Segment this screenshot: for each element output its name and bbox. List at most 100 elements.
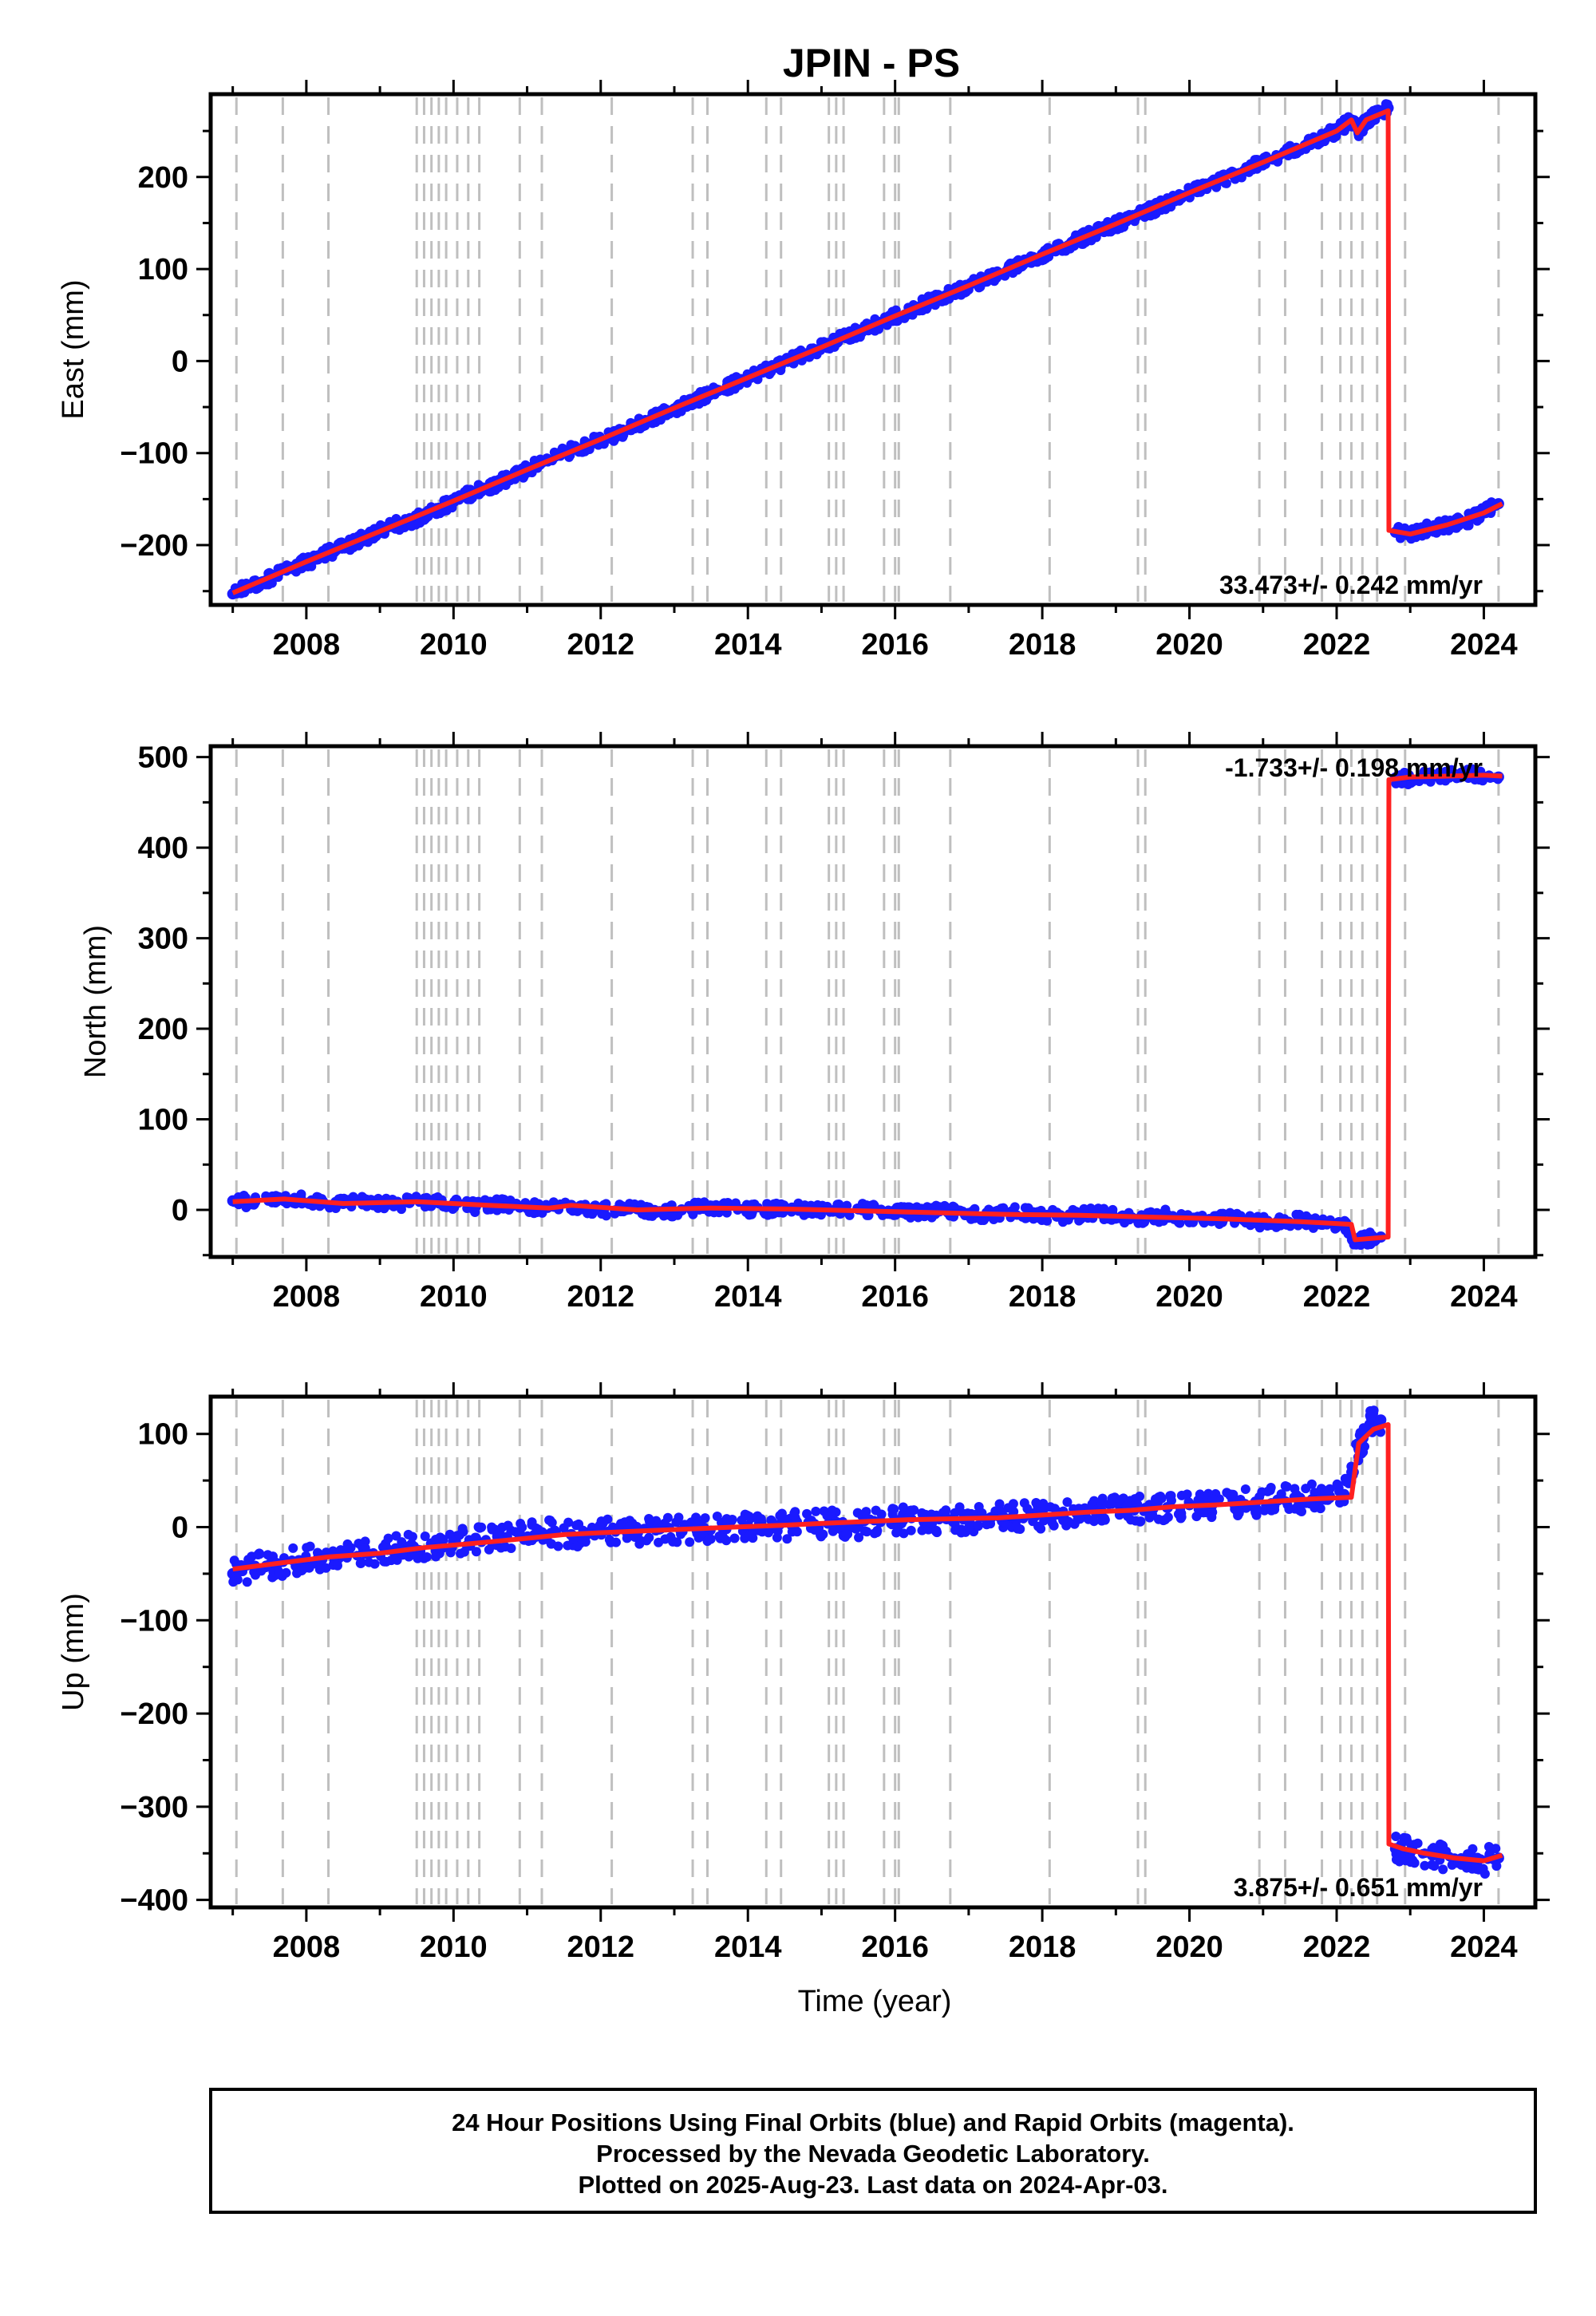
up-data-point: [553, 1541, 563, 1551]
up-data-point: [1019, 1498, 1029, 1508]
up-data-point: [431, 1551, 441, 1562]
up-data-point: [1156, 1493, 1167, 1504]
up-frame: [208, 1394, 1538, 1910]
up-data-point: [610, 1537, 621, 1547]
east-x-tick-label: 2014: [714, 628, 782, 662]
east-data-point: [1061, 246, 1071, 256]
up-data-point: [356, 1557, 366, 1567]
up-data-point: [721, 1535, 732, 1546]
north-panel: 2008 2010 2012 2014 2016 2018 2020 2022 2024 0 100…: [79, 732, 1550, 1314]
up-data-point: [1153, 1514, 1163, 1524]
up-data-point: [1332, 1479, 1342, 1489]
up-data-point: [1195, 1489, 1205, 1500]
east-y-tick-label: 200: [138, 161, 188, 195]
east-data-point: [1221, 178, 1231, 188]
east-frame: [208, 92, 1538, 607]
up-data-point: [1301, 1484, 1311, 1494]
up-x-tick-label: 2022: [1303, 1931, 1371, 1964]
up-data-point: [1420, 1860, 1430, 1871]
up-y-tick-label: 0: [172, 1512, 188, 1545]
up-data-point: [702, 1536, 713, 1547]
east-y-tick-label: 0: [172, 345, 188, 378]
up-data-point: [1412, 1838, 1423, 1848]
up-data-point: [1011, 1521, 1021, 1531]
north-x-tick-label: 2016: [861, 1280, 929, 1314]
up-data-point: [1175, 1513, 1186, 1524]
up-data-point: [346, 1543, 356, 1553]
footer-box: 24 Hour Positions Using Final Orbits (bl…: [209, 2088, 1537, 2214]
up-x-tick-label: 2012: [567, 1931, 635, 1964]
north-y-tick-label: 200: [138, 1013, 188, 1046]
up-data-point: [1259, 1505, 1270, 1516]
north-y-tick-label: 300: [138, 923, 188, 956]
north-x-tick-label: 2008: [273, 1280, 341, 1314]
up-data-point: [822, 1511, 832, 1521]
figure-title: JPIN - PS: [783, 41, 960, 85]
east-data-point: [1452, 523, 1462, 533]
up-data-point: [407, 1531, 417, 1542]
up-data-point: [475, 1523, 485, 1533]
up-data-point: [383, 1533, 393, 1543]
up-data-point: [1199, 1508, 1209, 1518]
up-data-point: [772, 1532, 782, 1543]
north-data-point: [976, 1215, 986, 1226]
up-data-point: [563, 1517, 574, 1528]
up-data-point: [712, 1512, 722, 1522]
up-data-point: [288, 1543, 298, 1553]
up-data-point: [1240, 1484, 1250, 1495]
north-y-tick-label: 500: [138, 741, 188, 775]
north-data-point: [904, 1202, 915, 1212]
north-data-point: [1079, 1203, 1089, 1214]
up-data-point: [973, 1520, 983, 1531]
up-data-point: [674, 1512, 684, 1523]
north-data-point: [1478, 776, 1488, 786]
up-data-point: [1208, 1494, 1219, 1504]
up-data-point: [1009, 1507, 1019, 1517]
north-data-point: [530, 1197, 540, 1207]
up-data-point: [1257, 1487, 1267, 1497]
up-data-point: [841, 1529, 851, 1539]
up-y-tick-label: 100: [138, 1418, 188, 1452]
up-data-point: [1096, 1498, 1107, 1508]
north-data-point: [769, 1199, 780, 1209]
up-data-point: [876, 1509, 887, 1520]
up-data-point: [857, 1511, 867, 1521]
up-y-tick-label: −400: [120, 1884, 188, 1918]
up-data-point: [1131, 1516, 1141, 1526]
north-model-line: [232, 773, 1503, 1243]
up-x-tick-label: 2020: [1156, 1931, 1223, 1964]
east-data-point: [406, 521, 417, 532]
up-data-point: [906, 1525, 916, 1535]
up-y-axis-label: Up (mm): [57, 1593, 90, 1711]
east-y-tick-label: −200: [120, 529, 188, 563]
north-x-tick-label: 2020: [1156, 1280, 1223, 1314]
north-frame: [208, 744, 1538, 1259]
up-data-point: [1297, 1506, 1307, 1516]
north-y-tick-label: 0: [172, 1194, 188, 1227]
up-data-point: [1234, 1507, 1244, 1517]
east-data-point: [441, 505, 452, 516]
north-x-tick-label: 2012: [567, 1280, 635, 1314]
up-y-tick-label: −100: [120, 1604, 188, 1638]
up-data-point: [994, 1499, 1005, 1509]
up-data-point: [304, 1563, 314, 1573]
up-data-point: [1130, 1494, 1140, 1504]
up-data-point: [862, 1527, 872, 1537]
east-rate-label: 33.473+/- 0.242 mm/yr: [1219, 571, 1483, 599]
up-data-point: [1438, 1864, 1448, 1875]
north-data-point: [1351, 1239, 1361, 1250]
up-x-tick-label: 2018: [1009, 1931, 1077, 1964]
up-data-point: [1276, 1489, 1286, 1500]
up-data-point: [685, 1537, 695, 1547]
up-data-point: [1251, 1504, 1262, 1514]
up-data-point: [228, 1577, 239, 1587]
north-data-point: [1308, 1223, 1318, 1233]
north-data-point: [433, 1192, 443, 1203]
north-data-point: [1120, 1218, 1130, 1228]
north-data-point: [567, 1206, 578, 1216]
up-x-tick-label: 2008: [273, 1931, 341, 1964]
up-data-point: [321, 1563, 331, 1573]
up-data-point: [1123, 1512, 1133, 1522]
up-data-point: [274, 1568, 284, 1579]
north-data-point: [699, 1197, 709, 1207]
